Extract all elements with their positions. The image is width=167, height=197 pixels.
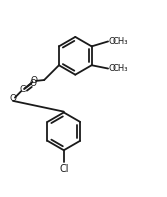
Text: CH₃: CH₃: [112, 37, 128, 46]
Text: CH₃: CH₃: [112, 64, 128, 73]
Text: O: O: [108, 37, 115, 46]
Text: O: O: [31, 76, 38, 85]
Text: C: C: [20, 85, 26, 94]
Text: O: O: [10, 94, 17, 103]
Text: Cl: Cl: [59, 164, 68, 174]
Text: O: O: [29, 79, 36, 88]
Text: O: O: [108, 64, 115, 73]
